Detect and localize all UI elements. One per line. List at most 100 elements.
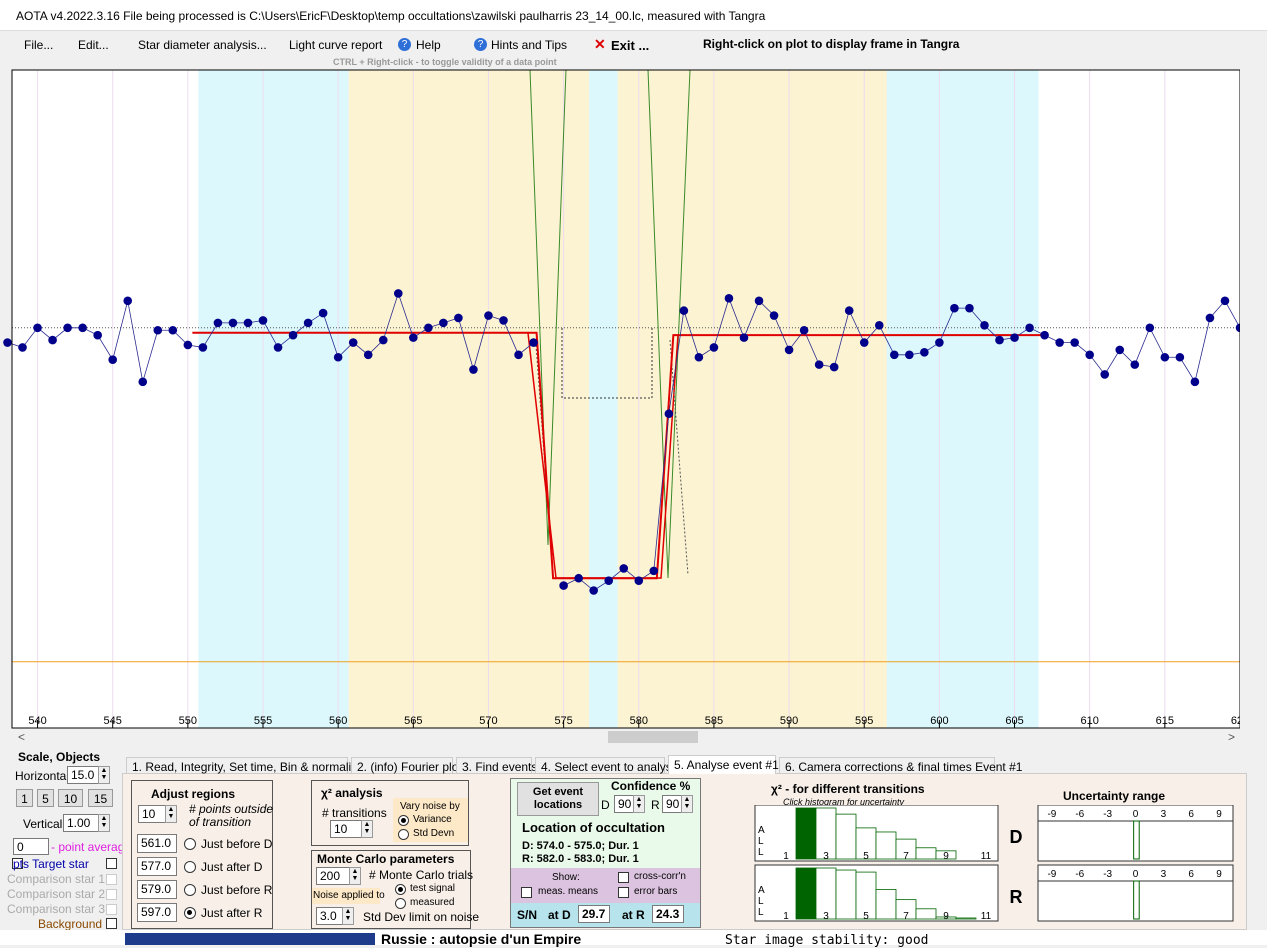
data-point [318, 308, 328, 318]
value: 29.7 [578, 905, 610, 923]
hist-tick-label: 5 [863, 851, 869, 862]
radio[interactable] [398, 815, 409, 826]
input[interactable]: 10 [138, 805, 166, 823]
spinner[interactable]: ▲ ▼ [361, 820, 373, 838]
spinner[interactable]: ▲ ▼ [98, 766, 110, 784]
menu-item[interactable]: Hints and Tips [491, 38, 568, 52]
scroll-left[interactable]: < [18, 730, 25, 744]
tab[interactable]: 2. (info) Fourier plot [351, 757, 462, 774]
spinner[interactable]: ▲ ▼ [633, 795, 645, 813]
input[interactable]: 15.0 [67, 766, 99, 784]
data-point [589, 586, 598, 595]
label: Variance [413, 814, 452, 825]
label: - point average [51, 840, 132, 854]
input[interactable]: 1.00 [63, 814, 99, 832]
light-curve-plot[interactable]: 540 545 550 555 560 565 570 575 580 585 590 595 600 6… [0, 0, 1267, 745]
scale-button[interactable]: 5 [37, 789, 54, 807]
spinner[interactable]: ▲ ▼ [349, 867, 361, 885]
data-point [995, 335, 1004, 345]
hist-label: D [1010, 827, 1023, 847]
menu-item[interactable]: Edit... [78, 38, 109, 52]
input[interactable]: 90 [614, 795, 634, 813]
input[interactable]: 579.0 [137, 880, 177, 899]
model-line [192, 331, 1044, 580]
radio[interactable] [395, 884, 406, 895]
data-point [859, 338, 869, 347]
input[interactable]: 561.0 [137, 834, 177, 853]
scale-button[interactable]: 10 [58, 789, 83, 807]
hist-bar [935, 850, 957, 860]
checkbox[interactable] [106, 918, 117, 929]
tab[interactable]: 5. Analyse event #1 [668, 755, 779, 774]
scroll-right[interactable]: > [1228, 730, 1235, 744]
histogram[interactable]: ALL 1 3 5 7 9 11 [754, 864, 999, 922]
data-point [409, 333, 418, 342]
dropdown[interactable]: 0 [13, 838, 49, 855]
input[interactable]: 597.0 [137, 903, 177, 922]
input[interactable]: 577.0 [137, 857, 177, 876]
data-point [228, 318, 238, 328]
data-point [709, 343, 719, 352]
uncertainty-tick-label: -3 [1103, 869, 1112, 880]
data-point [1160, 352, 1170, 362]
menu-item[interactable]: Exit ... [611, 38, 650, 53]
data-point [213, 318, 223, 328]
spinner[interactable]: ▲ ▼ [165, 805, 177, 823]
radio[interactable] [184, 884, 196, 896]
checkbox[interactable] [618, 872, 629, 883]
input[interactable]: 3.0 [316, 907, 343, 925]
group [131, 780, 273, 929]
uncertainty-frame [1037, 864, 1234, 922]
checkbox [106, 874, 117, 885]
label: Just before D [201, 837, 273, 851]
uncertainty-tick-label: 9 [1216, 869, 1222, 880]
tab[interactable]: 4. Select event to analyse [535, 757, 678, 774]
radio[interactable] [184, 838, 196, 850]
radio[interactable] [184, 907, 196, 919]
checkbox[interactable] [12, 858, 23, 869]
label: Uncertainty range [1063, 789, 1166, 803]
input[interactable]: 200 [316, 867, 350, 885]
checkbox[interactable] [521, 887, 532, 898]
input[interactable]: 90 [662, 795, 682, 813]
menu-item[interactable]: Star diameter analysis... [138, 38, 267, 52]
hist-tick-label: 11 [981, 911, 992, 922]
radio[interactable] [184, 861, 196, 873]
data-point [153, 325, 163, 335]
scale-button[interactable]: 15 [88, 789, 113, 807]
checkbox[interactable] [106, 858, 117, 869]
data-point [18, 343, 27, 352]
radio[interactable] [395, 898, 406, 909]
label: Horizontal [15, 769, 70, 783]
tab[interactable]: 3. Find events [456, 757, 537, 774]
data-point [799, 325, 809, 335]
label: Comparison star 1 [7, 872, 106, 886]
data-point [138, 377, 148, 387]
label: Click histogram for uncertainty [783, 797, 905, 807]
data-point [980, 321, 989, 330]
tab[interactable]: 1. Read, Integrity, Set time, Bin & norm… [126, 757, 364, 774]
region [198, 70, 349, 728]
spinner[interactable]: ▲ ▼ [98, 814, 110, 832]
tab[interactable]: 6. Camera corrections & final times Even… [779, 757, 1022, 774]
label: Vary noise by [400, 801, 460, 812]
label: pts Target star [13, 857, 89, 871]
checkbox[interactable] [618, 887, 629, 898]
radio[interactable] [398, 829, 409, 840]
menu-item[interactable]: Light curve report [289, 38, 383, 52]
input[interactable]: 10 [330, 820, 362, 838]
group-title: Monte Carlo parameters [317, 852, 455, 866]
histogram[interactable]: ALL 1 3 5 7 9 11 [754, 805, 999, 862]
spinner[interactable]: ▲ ▼ [342, 907, 354, 925]
menu-item[interactable]: File... [24, 38, 54, 52]
spinner[interactable]: ▲ ▼ [681, 795, 693, 813]
menu-item[interactable]: Help [416, 38, 441, 52]
x-tick-label: 600 [930, 715, 948, 727]
data-point [1070, 338, 1079, 347]
uncertainty-tick-label: 9 [1216, 809, 1222, 820]
scale-button[interactable]: 1 [16, 789, 33, 807]
uncertainty-tick-label: -6 [1075, 809, 1084, 820]
scroll-thumb[interactable] [608, 731, 698, 743]
button[interactable]: Get event locations [517, 782, 599, 816]
